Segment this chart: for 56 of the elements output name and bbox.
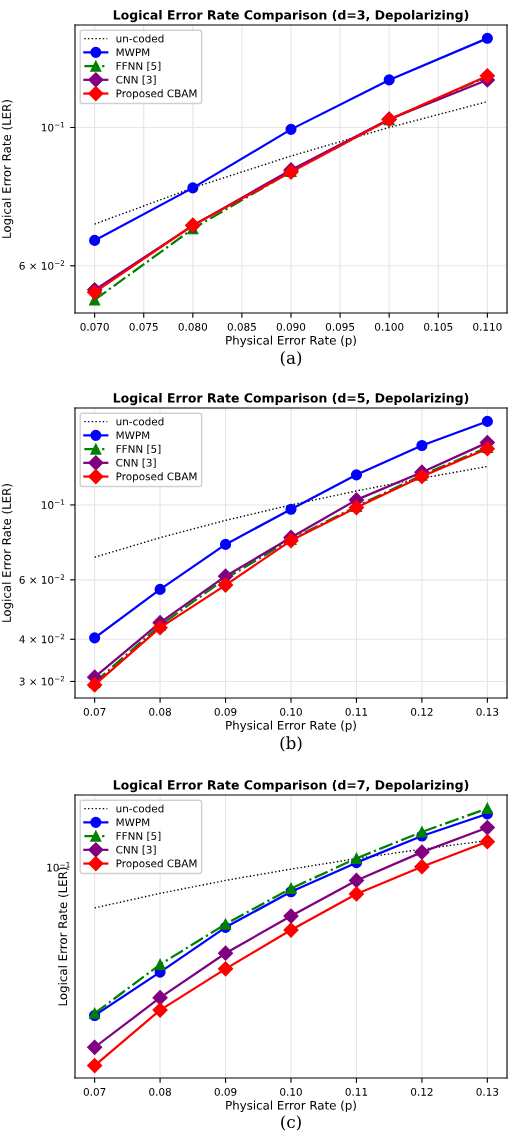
x-tick-label: 0.070	[80, 322, 109, 331]
legend-label: FFNN [5]	[116, 831, 161, 842]
x-tick-label: 0.075	[129, 322, 158, 331]
text: (c)	[281, 1115, 301, 1131]
legend-label: un-coded	[116, 417, 164, 426]
legend-label: Proposed CBAM	[116, 89, 197, 100]
y-tick-label: 3 × 10$^{−2}$	[19, 675, 65, 686]
legend-label: CNN [3]	[116, 458, 156, 468]
chart-title: Logical Error Rate Comparison (d=7, Depolarizing)	[113, 779, 469, 793]
x-tick-label: 0.090	[276, 322, 306, 331]
x-tick-label: 0.12	[411, 1087, 433, 1096]
x-tick-label: 0.13	[476, 707, 499, 716]
x-tick-label: 0.10	[280, 707, 302, 716]
x-tick-label: 0.110	[473, 322, 502, 331]
x-tick-label: 0.07	[83, 1087, 106, 1096]
y-tick-label: 10$^{−1}$	[41, 499, 65, 509]
y-axis-title: Logical Error Rate (LER)	[1, 484, 14, 622]
legend-label: Proposed CBAM	[116, 472, 197, 483]
legend-label: un-coded	[116, 34, 164, 43]
x-tick-label: 0.12	[411, 707, 433, 716]
x-tick-label: 0.09	[214, 1087, 237, 1096]
legend-label: FFNN [5]	[116, 61, 161, 72]
x-tick-label: 0.08	[149, 707, 171, 716]
x-tick-label: 0.13	[476, 1087, 499, 1096]
x-tick-label: 0.085	[227, 322, 256, 331]
legend-label: FFNN [5]	[116, 444, 161, 455]
legend-label: Proposed CBAM	[116, 859, 197, 870]
chart-title: Logical Error Rate Comparison (d=5, Depolarizing)	[113, 392, 469, 406]
y-tick-label: 4 × 10$^{−2}$	[19, 633, 65, 644]
x-tick-label: 0.11	[345, 707, 368, 716]
x-tick-label: 0.11	[345, 1087, 368, 1096]
legend-label: un-coded	[116, 804, 164, 813]
legend-label: MWPM	[116, 818, 150, 827]
legend-label: CNN [3]	[116, 845, 156, 855]
legend-label: CNN [3]	[116, 75, 156, 85]
legend-label: MWPM	[116, 431, 150, 440]
x-tick-label: 0.095	[325, 322, 355, 331]
x-tick-label: 0.105	[424, 322, 453, 331]
y-tick-label: 10$^{−1}$	[41, 122, 65, 132]
x-tick-label: 0.10	[280, 1087, 302, 1096]
x-tick-label: 0.07	[83, 707, 106, 716]
chart-title: Logical Error Rate Comparison (d=3, Depolarizing)	[113, 9, 469, 23]
y-tick-label: 6 × 10$^{−2}$	[19, 260, 65, 270]
x-axis-title: Physical Error Rate (p)	[226, 1100, 356, 1113]
x-axis-title: Physical Error Rate (p)	[226, 335, 356, 348]
y-axis-title: Logical Error Rate (LER)	[1, 100, 14, 238]
x-tick-label: 0.08	[149, 1087, 171, 1096]
x-tick-label: 0.100	[374, 322, 404, 331]
legend-label: MWPM	[116, 48, 150, 57]
y-axis-title: Logical Error Rate (LER)	[58, 867, 70, 1006]
y-tick-label: 6 × 10$^{−2}$	[19, 574, 65, 584]
x-axis-title: Physical Error Rate (p)	[226, 720, 356, 733]
x-tick-label: 0.080	[178, 322, 208, 331]
x-tick-label: 0.09	[214, 707, 237, 716]
text: (a)	[280, 351, 302, 367]
text: (b)	[280, 736, 302, 752]
